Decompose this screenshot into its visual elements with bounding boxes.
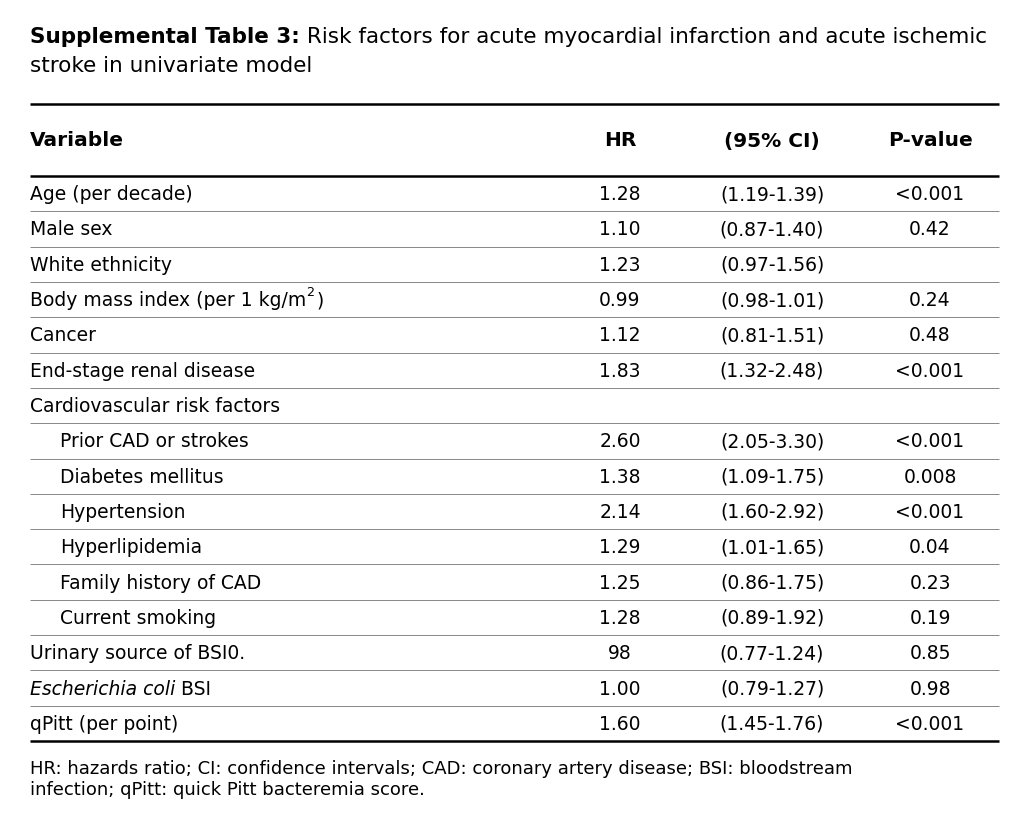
- Text: 1.00: 1.00: [599, 679, 641, 698]
- Text: 0.85: 0.85: [909, 644, 950, 662]
- Text: 1.25: 1.25: [599, 573, 641, 592]
- Text: (0.77-1.24): (0.77-1.24): [720, 644, 824, 662]
- Text: (0.97-1.56): (0.97-1.56): [720, 256, 824, 274]
- Text: 1.28: 1.28: [599, 608, 641, 627]
- Text: White ethnicity: White ethnicity: [30, 256, 172, 274]
- Text: 1.60: 1.60: [599, 714, 641, 733]
- Text: Family history of CAD: Family history of CAD: [60, 573, 261, 592]
- Text: 1.28: 1.28: [599, 185, 641, 204]
- Text: BSI: BSI: [175, 679, 211, 698]
- Text: Urinary source of BSI0.: Urinary source of BSI0.: [30, 644, 245, 662]
- Text: Body mass index (per 1 kg/m: Body mass index (per 1 kg/m: [30, 291, 306, 309]
- Text: 0.008: 0.008: [903, 467, 956, 486]
- Text: <0.001: <0.001: [895, 502, 965, 522]
- Text: (1.32-2.48): (1.32-2.48): [720, 361, 824, 380]
- Text: 1.38: 1.38: [599, 467, 641, 486]
- Text: 1.23: 1.23: [599, 256, 641, 274]
- Text: End-stage renal disease: End-stage renal disease: [30, 361, 255, 380]
- Text: 0.99: 0.99: [599, 291, 641, 309]
- Text: 1.83: 1.83: [599, 361, 641, 380]
- Text: 2.60: 2.60: [599, 432, 641, 451]
- Text: Supplemental Table 3:: Supplemental Table 3:: [30, 27, 300, 47]
- Text: Risk factors for acute myocardial infarction and acute ischemic: Risk factors for acute myocardial infarc…: [300, 27, 987, 47]
- Text: 0.98: 0.98: [909, 679, 950, 698]
- Text: HR: hazards ratio; CI: confidence intervals; CAD: coronary artery disease; BSI: : HR: hazards ratio; CI: confidence interv…: [30, 759, 853, 798]
- Text: 2: 2: [306, 286, 314, 299]
- Text: (1.60-2.92): (1.60-2.92): [720, 502, 824, 522]
- Text: (0.98-1.01): (0.98-1.01): [720, 291, 824, 309]
- Text: (1.01-1.65): (1.01-1.65): [720, 538, 824, 557]
- Text: Current smoking: Current smoking: [60, 608, 216, 627]
- Text: 0.19: 0.19: [909, 608, 950, 627]
- Text: <0.001: <0.001: [895, 714, 965, 733]
- Text: <0.001: <0.001: [895, 185, 965, 204]
- Text: Hypertension: Hypertension: [60, 502, 185, 522]
- Text: <0.001: <0.001: [895, 432, 965, 451]
- Text: Variable: Variable: [30, 131, 124, 150]
- Text: (1.45-1.76): (1.45-1.76): [720, 714, 824, 733]
- Text: 0.23: 0.23: [909, 573, 950, 592]
- Text: (0.89-1.92): (0.89-1.92): [720, 608, 824, 627]
- Text: Male sex: Male sex: [30, 220, 113, 239]
- Text: 2.14: 2.14: [599, 502, 641, 522]
- Text: (95% CI): (95% CI): [724, 131, 820, 150]
- Text: HR: HR: [604, 131, 636, 150]
- Text: Cardiovascular risk factors: Cardiovascular risk factors: [30, 396, 281, 415]
- Text: 1.29: 1.29: [599, 538, 641, 557]
- Text: (1.19-1.39): (1.19-1.39): [720, 185, 824, 204]
- Text: Escherichia coli: Escherichia coli: [30, 679, 175, 698]
- Text: (0.81-1.51): (0.81-1.51): [720, 326, 824, 345]
- Text: Diabetes mellitus: Diabetes mellitus: [60, 467, 223, 486]
- Text: Prior CAD or strokes: Prior CAD or strokes: [60, 432, 249, 451]
- Text: Hyperlipidemia: Hyperlipidemia: [60, 538, 202, 557]
- Text: P-value: P-value: [888, 131, 973, 150]
- Text: 1.12: 1.12: [599, 326, 641, 345]
- Text: (2.05-3.30): (2.05-3.30): [720, 432, 824, 451]
- Text: (1.09-1.75): (1.09-1.75): [720, 467, 824, 486]
- Text: stroke in univariate model: stroke in univariate model: [30, 56, 312, 76]
- Text: (0.86-1.75): (0.86-1.75): [720, 573, 824, 592]
- Text: Cancer: Cancer: [30, 326, 96, 345]
- Text: 98: 98: [608, 644, 632, 662]
- Text: Age (per decade): Age (per decade): [30, 185, 193, 204]
- Text: 0.24: 0.24: [909, 291, 951, 309]
- Text: 0.04: 0.04: [909, 538, 951, 557]
- Text: ): ): [316, 291, 324, 309]
- Text: 0.42: 0.42: [909, 220, 951, 239]
- Text: (0.87-1.40): (0.87-1.40): [720, 220, 824, 239]
- Text: (0.79-1.27): (0.79-1.27): [720, 679, 824, 698]
- Text: <0.001: <0.001: [895, 361, 965, 380]
- Text: 1.10: 1.10: [599, 220, 641, 239]
- Text: 0.48: 0.48: [909, 326, 951, 345]
- Text: qPitt (per point): qPitt (per point): [30, 714, 178, 733]
